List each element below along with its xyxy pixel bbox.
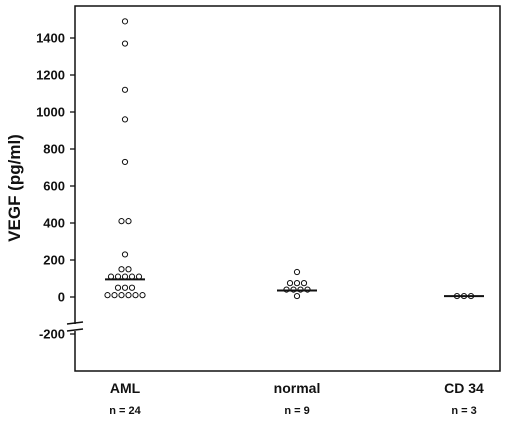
data-point (125, 292, 132, 299)
data-point (118, 292, 125, 299)
data-point (121, 251, 129, 258)
data-point (121, 86, 129, 93)
x-axis-labels: AML n = 24 normal n = 9 CD 34 n = 3 (109, 380, 484, 417)
axis-break-line (66, 321, 84, 325)
data-point (293, 268, 301, 276)
axis-break-line (66, 328, 84, 332)
data-points (104, 18, 475, 300)
data-point (111, 292, 118, 299)
y-axis-label: VEGF (pg/ml) (5, 134, 24, 242)
data-point (125, 218, 132, 225)
axis-break-gap (67, 324, 83, 331)
data-point (104, 292, 111, 299)
sample-size-label: n = 24 (109, 405, 141, 417)
y-tick-label: 1200 (36, 68, 65, 83)
data-point (128, 284, 136, 291)
category-label: AML (110, 380, 141, 396)
data-point (300, 280, 308, 287)
data-point (118, 218, 125, 225)
y-tick-label: 1000 (36, 105, 65, 120)
data-point (293, 292, 301, 300)
data-point (118, 266, 125, 273)
y-tick-label: 200 (43, 253, 65, 268)
data-point (286, 280, 294, 287)
data-point (139, 292, 146, 299)
data-point (121, 116, 129, 123)
y-tick-label: 400 (43, 216, 65, 231)
data-point (121, 18, 129, 25)
data-point (114, 284, 122, 291)
data-point (121, 284, 129, 291)
category-label: normal (274, 380, 321, 396)
sample-size-label: n = 9 (284, 405, 309, 417)
axis-break-marker (66, 321, 84, 332)
y-tick-label: 800 (43, 142, 65, 157)
y-tick-label: -200 (39, 327, 65, 342)
sample-size-label: n = 3 (451, 405, 476, 417)
data-point (121, 40, 129, 47)
data-point (132, 292, 139, 299)
y-tick-label: 0 (58, 290, 65, 305)
plot-frame (74, 5, 501, 372)
data-point (293, 280, 301, 287)
median-lines (105, 278, 484, 298)
category-label: CD 34 (444, 380, 484, 396)
y-tick-label: 1400 (36, 31, 65, 46)
data-point (121, 158, 129, 166)
data-point (125, 266, 132, 273)
y-tick-label: 600 (43, 179, 65, 194)
y-axis: -200 0 200 400 600 800 1000 1200 1400 (36, 31, 75, 342)
